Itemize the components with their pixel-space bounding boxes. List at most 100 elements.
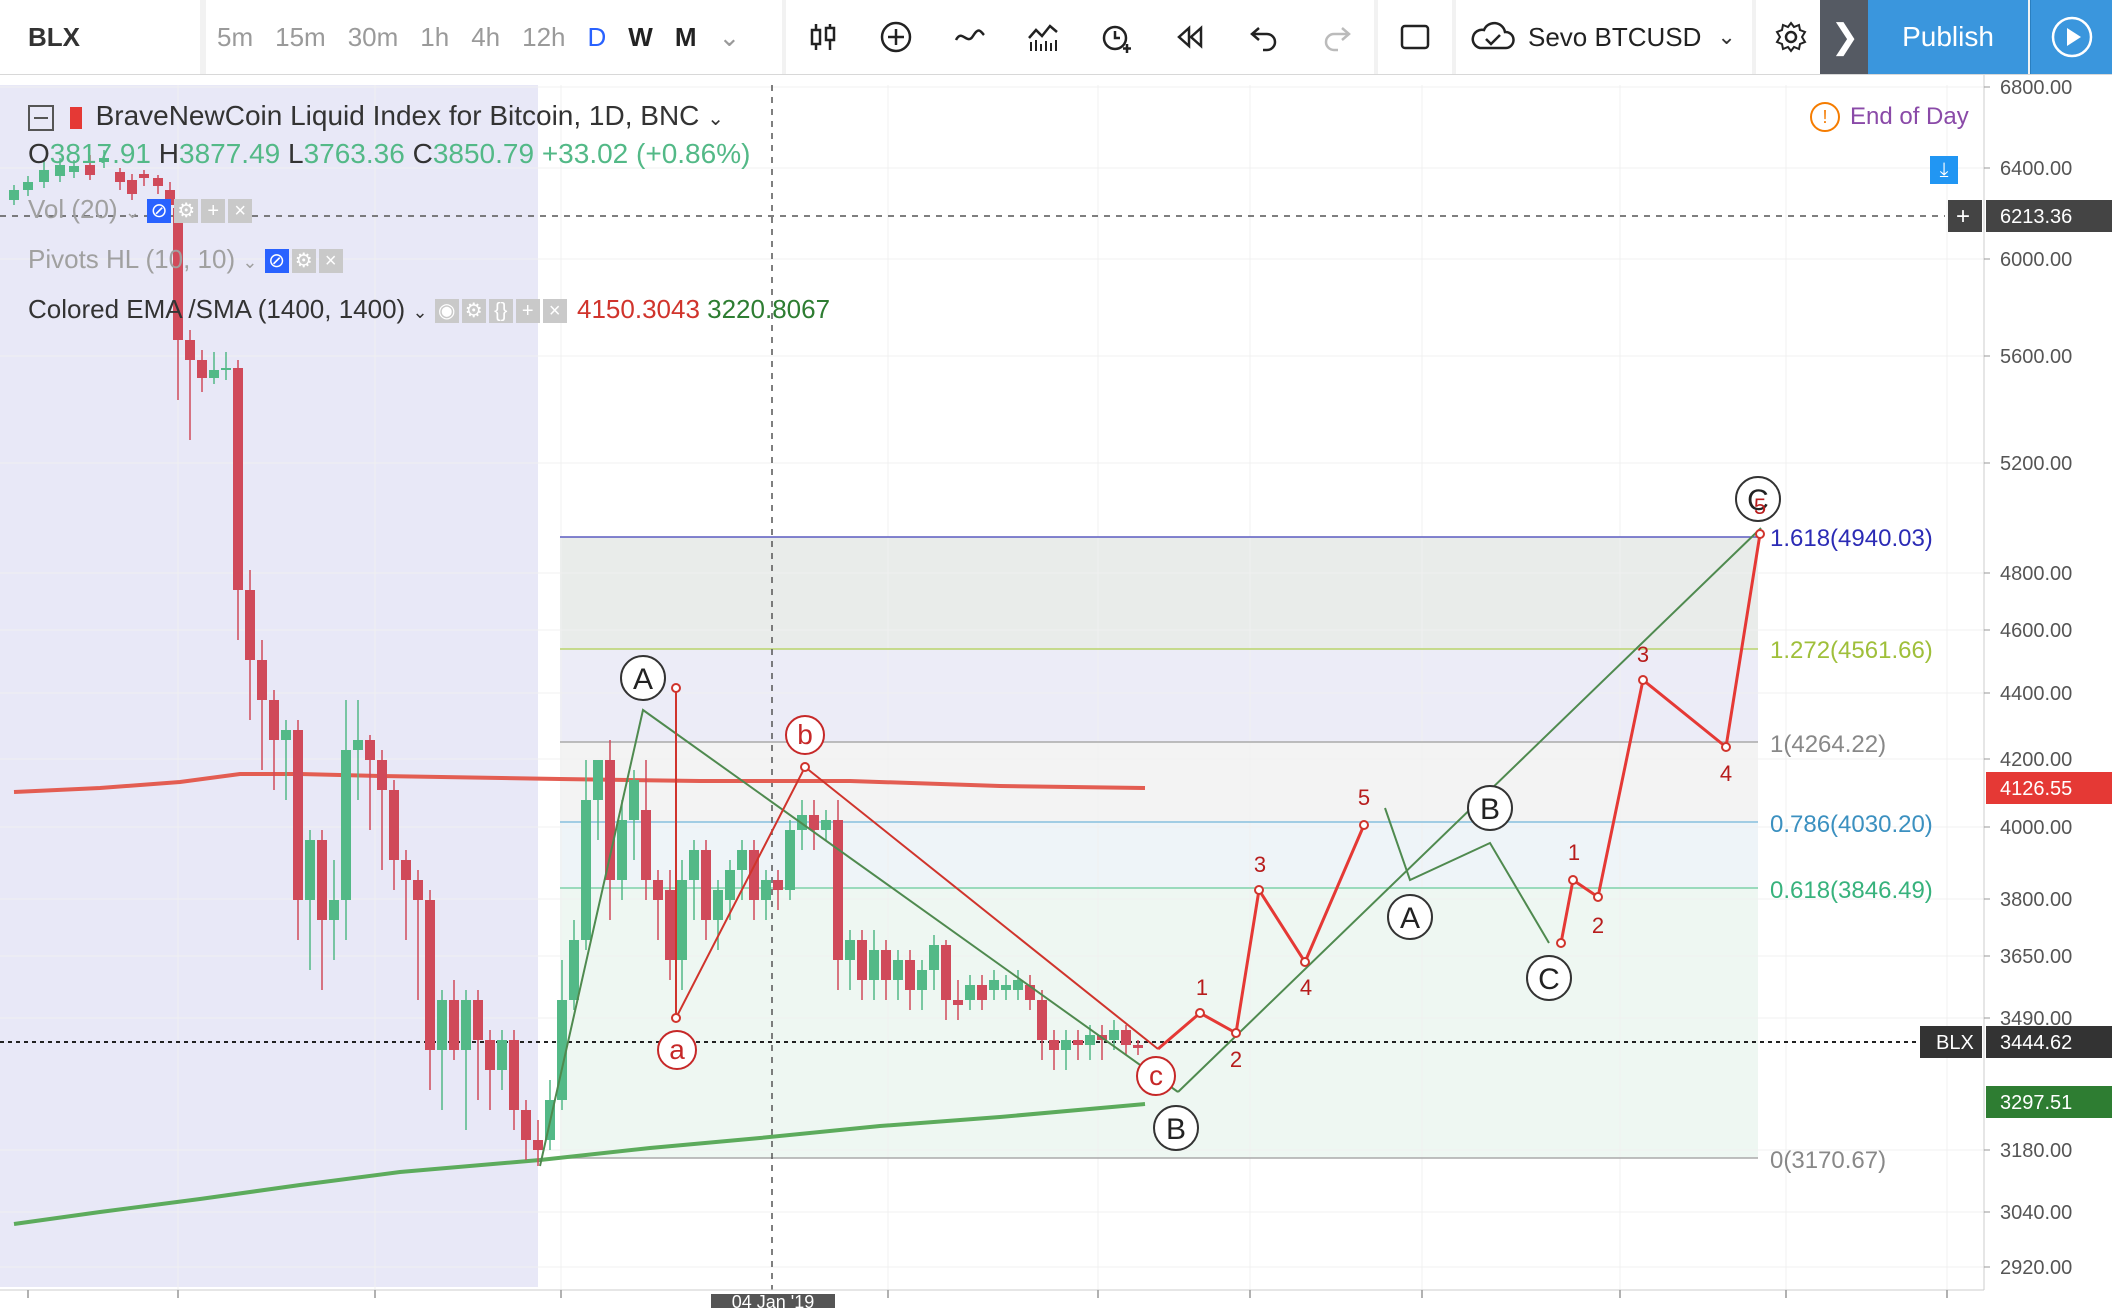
gear-icon[interactable] [1763, 9, 1819, 65]
wave-num-1a: 1 [1196, 975, 1208, 1000]
chevron-right-icon: ❯ [1830, 18, 1860, 56]
vol-close-icon[interactable]: × [228, 199, 253, 224]
compare-label[interactable]: Sevo BTCUSD [1528, 21, 1702, 52]
scroll-to-realtime-icon[interactable]: ⤓ [1930, 156, 1958, 184]
vol-hide-icon[interactable]: ⊘ [147, 199, 172, 224]
pivots-close-icon[interactable]: × [318, 249, 343, 274]
collapse-legend-icon[interactable] [28, 104, 54, 131]
candle-body [929, 945, 939, 970]
vol-more-icon[interactable]: + [201, 199, 226, 224]
wave-num-2b: 2 [1592, 913, 1604, 938]
ema-close-icon[interactable]: × [542, 299, 567, 324]
candle-body [509, 1040, 519, 1110]
ema-more-icon[interactable]: + [515, 299, 540, 324]
legend-title[interactable]: BraveNewCoin Liquid Index for Bitcoin, 1… [95, 100, 700, 131]
candle-body [413, 880, 423, 900]
collapse-panel-button[interactable]: ❯ [1820, 0, 1870, 74]
interval-d[interactable]: D [587, 21, 607, 52]
interval-w[interactable]: W [628, 21, 653, 52]
price-label: 3490.00 [2000, 1008, 2072, 1030]
time-axis[interactable] [0, 1290, 1984, 1308]
undo-icon[interactable] [1236, 9, 1292, 65]
interval-12h[interactable]: 12h [522, 21, 566, 52]
ema-source-icon[interactable]: {} [488, 299, 513, 324]
fib-label-0618: 0.618(3846.49) [1770, 877, 1933, 904]
interval-m[interactable]: M [674, 21, 697, 52]
ema-eye-icon[interactable]: ◉ [434, 299, 459, 324]
ohlc-low-value: 3763.36 [303, 138, 405, 169]
candle-body [677, 880, 687, 960]
end-of-day-notice[interactable]: ! End of Day [1810, 102, 1969, 132]
price-label: 3040.00 [2000, 1202, 2072, 1224]
candle-body [989, 980, 999, 990]
wave-num-2a: 2 [1230, 1047, 1242, 1072]
ema-chevron-down-icon[interactable]: ⌄ [412, 302, 428, 322]
pivots-hide-icon[interactable]: ⊘ [264, 249, 289, 274]
ema-label[interactable]: Colored EMA /SMA (1400, 1400) [28, 294, 406, 324]
candle-body [127, 180, 137, 194]
interval-more-chevron-icon[interactable]: ⌄ [718, 21, 741, 52]
add-indicator-icon[interactable] [868, 9, 924, 65]
pivots-label[interactable]: Pivots HL (10, 10) [28, 244, 236, 274]
candle-body [1109, 1030, 1119, 1040]
wave-label-minor-a: a [657, 1030, 697, 1070]
interval-30m[interactable]: 30m [347, 21, 399, 52]
symbol-label[interactable]: BLX [28, 21, 80, 52]
candle-body [725, 870, 735, 900]
candle-body [893, 960, 903, 980]
price-label: 2920.00 [2000, 1257, 2072, 1279]
candle-body [317, 840, 327, 920]
candle-body [629, 780, 639, 820]
candle-body [329, 900, 339, 920]
compare-selector[interactable]: Sevo BTCUSD ⌄ [1456, 0, 1752, 74]
candle-body [617, 820, 627, 880]
bar-type-icon[interactable] [795, 9, 851, 65]
candle-body [1073, 1040, 1083, 1045]
price-label: 6400.00 [2000, 158, 2072, 180]
rectangle-icon[interactable] [1387, 9, 1443, 65]
wave-label-minor-c: c [1136, 1056, 1176, 1096]
line-type-icon[interactable] [942, 9, 998, 65]
green-wave-line-abc [539, 708, 1179, 1167]
pivots-settings-icon[interactable]: ⚙ [291, 249, 316, 274]
price-badge [1986, 1086, 2112, 1118]
candle-body [245, 590, 255, 660]
interval-1h[interactable]: 1h [420, 21, 450, 52]
fib-label-1272: 1.272(4561.66) [1770, 637, 1933, 664]
interval-5m[interactable]: 5m [217, 21, 254, 52]
candle-body [581, 800, 591, 940]
svg-text:A: A [633, 663, 653, 696]
candle-body [377, 760, 387, 790]
candle-body [23, 182, 33, 190]
interval-4h[interactable]: 4h [471, 21, 501, 52]
candle-body [1049, 1040, 1059, 1050]
candle-body [197, 360, 207, 378]
candle-body [953, 1000, 963, 1005]
compare-chevron-down-icon[interactable]: ⌄ [1717, 24, 1736, 49]
ema-settings-icon[interactable]: ⚙ [461, 299, 486, 324]
redo-icon[interactable] [1309, 9, 1365, 65]
wave-num-5b: 5 [1754, 494, 1766, 519]
pivots-chevron-down-icon[interactable]: ⌄ [242, 252, 258, 272]
wave-label-major-b1: B [1153, 1105, 1199, 1151]
indicators-icon[interactable] [1015, 9, 1071, 65]
drawing-tools [786, 0, 1374, 74]
replay-icon[interactable] [1162, 9, 1218, 65]
vol-settings-icon[interactable]: ⚙ [174, 199, 199, 224]
publish-button[interactable]: Publish [1868, 0, 2028, 74]
candle-body [1061, 1040, 1071, 1050]
candle-body [857, 940, 867, 980]
candle-body [449, 1000, 459, 1050]
alert-icon[interactable] [1089, 9, 1145, 65]
interval-15m[interactable]: 15m [275, 21, 326, 52]
vol-label[interactable]: Vol (20) [28, 194, 118, 224]
vol-chevron-down-icon[interactable]: ⌄ [124, 202, 140, 222]
candle-body [641, 810, 651, 880]
candle-body [605, 760, 615, 880]
play-button[interactable] [2030, 0, 2112, 74]
symbol-search[interactable]: BLX [0, 0, 200, 74]
price-badge-text: 6213.36 [2000, 206, 2072, 228]
legend-title-chevron-down-icon[interactable]: ⌄ [707, 108, 724, 130]
candle-body [139, 174, 149, 178]
